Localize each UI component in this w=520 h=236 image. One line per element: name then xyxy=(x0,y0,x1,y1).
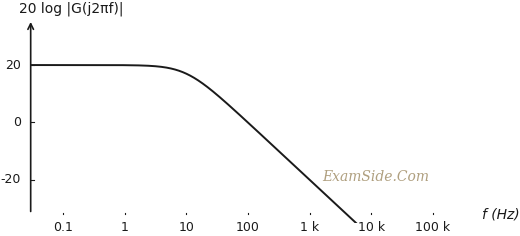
Text: 1 k: 1 k xyxy=(300,221,319,234)
Text: 0.1: 0.1 xyxy=(53,221,73,234)
Text: f (Hz): f (Hz) xyxy=(483,207,520,221)
Text: 10: 10 xyxy=(178,221,194,234)
Text: ExamSide.Com: ExamSide.Com xyxy=(322,170,430,184)
Text: 10 k: 10 k xyxy=(358,221,385,234)
Text: -20: -20 xyxy=(1,173,21,186)
Text: 100: 100 xyxy=(236,221,260,234)
Text: 20 log |G(j2πf)|: 20 log |G(j2πf)| xyxy=(19,2,124,16)
Text: 1: 1 xyxy=(121,221,128,234)
Text: 0: 0 xyxy=(13,116,21,129)
Text: 100 k: 100 k xyxy=(415,221,450,234)
Text: 20: 20 xyxy=(5,59,21,72)
